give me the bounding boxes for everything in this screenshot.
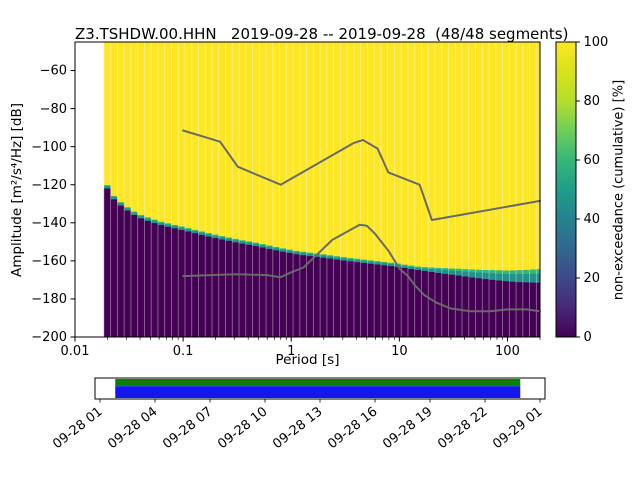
colorbar-tick-label: 20 xyxy=(584,271,601,286)
timeline-tick-label: 09-28 22 xyxy=(435,404,490,452)
colorbar-tick-label: 80 xyxy=(584,94,601,109)
x-tick-label: 0.01 xyxy=(61,344,90,359)
y-tick-label: −60 xyxy=(40,64,67,79)
timeline-tick-label: 09-29 01 xyxy=(490,404,545,452)
colorbar-tick-label: 60 xyxy=(584,153,601,168)
colorbar-tick-label: 100 xyxy=(584,35,609,50)
timeline-tick-label: 09-28 13 xyxy=(270,404,325,452)
period-bin-gridlines xyxy=(103,42,541,337)
x-tick-label: 0.1 xyxy=(173,344,194,359)
timeline-tick-label: 09-28 16 xyxy=(325,404,380,452)
timeline-tick-label: 09-28 19 xyxy=(380,404,435,452)
x-tick-label: 100 xyxy=(495,344,520,359)
x-axis-label: Period [s] xyxy=(275,352,340,368)
timeline-tick-label: 09-28 04 xyxy=(105,404,160,452)
nhnm-line xyxy=(182,129,541,221)
timeline-tick-label: 09-28 10 xyxy=(215,404,270,452)
timeline-coverage-blue xyxy=(115,386,521,398)
y-axis-label: Amplitude [m²/s⁴/Hz] [dB] xyxy=(9,102,25,278)
timeline-coverage-green xyxy=(115,379,521,387)
x-tick-label: 1 xyxy=(287,344,295,359)
y-tick-label: −100 xyxy=(31,140,67,155)
colorbar-tick-label: 0 xyxy=(584,330,592,345)
y-tick-label: −140 xyxy=(31,216,67,231)
y-tick-label: −120 xyxy=(31,178,67,193)
colorbar-tick-label: 40 xyxy=(584,212,601,227)
timeline-tick-label: 09-28 07 xyxy=(160,404,215,452)
timeline-tick-label: 09-28 01 xyxy=(50,404,105,452)
y-tick-label: −180 xyxy=(31,292,67,307)
x-tick-label: 10 xyxy=(391,344,408,359)
plot-title: Z3.TSHDW.00.HHN 2019-09-28 -- 2019-09-28… xyxy=(75,25,569,43)
axes-frame xyxy=(74,41,541,338)
colorbar xyxy=(555,41,577,338)
y-tick-label: −160 xyxy=(31,254,67,269)
nlnm-line xyxy=(182,223,541,313)
y-tick-label: −80 xyxy=(40,102,67,117)
colorbar-label: non-exceedance (cumulative) [%] xyxy=(611,79,627,301)
y-tick-label: −200 xyxy=(31,330,67,345)
